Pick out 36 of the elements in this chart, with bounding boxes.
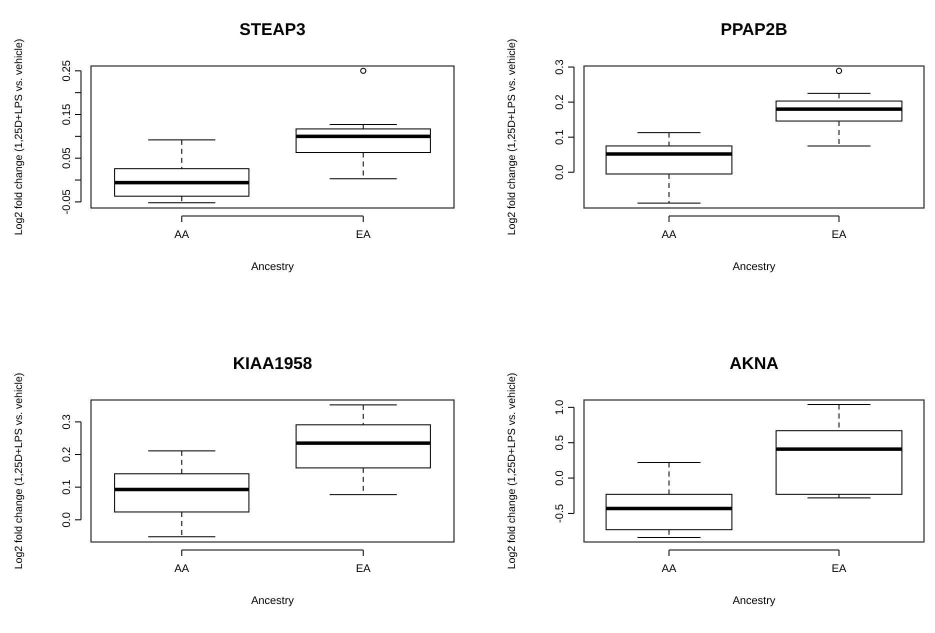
x-axis-title: Ancestry — [732, 261, 776, 273]
x-tick-label: AA — [174, 229, 190, 241]
y-tick-label: 0.25 — [61, 60, 73, 82]
x-axis-title: Ancestry — [732, 595, 776, 607]
x-tick-label: EA — [356, 563, 372, 575]
y-tick-label: 0.15 — [61, 104, 73, 126]
y-tick-label: 0.05 — [61, 147, 73, 169]
y-tick-label: -0.05 — [61, 189, 73, 214]
y-tick-label: 0.2 — [61, 446, 73, 462]
y-axis-title: Log2 fold change (1,25D+LPS vs. vehicle) — [506, 38, 518, 236]
y-tick-label: 0.1 — [554, 130, 566, 145]
chart-title: STEAP3 — [239, 20, 306, 39]
y-axis-title: Log2 fold change (1,25D+LPS vs. vehicle) — [506, 372, 518, 570]
y-tick-label: 0.0 — [61, 512, 73, 528]
y-tick-label: 0.2 — [554, 94, 566, 110]
y-tick-label: -0.5 — [554, 504, 566, 523]
chart-title: KIAA1958 — [232, 354, 312, 373]
y-tick-label: 0.3 — [554, 59, 566, 75]
x-tick-label: EA — [832, 229, 847, 241]
x-tick-label: AA — [662, 563, 677, 575]
y-tick-label: 0.5 — [554, 435, 566, 450]
y-tick-label: 1.0 — [554, 400, 566, 416]
y-axis-title: Log2 fold change (1,25D+LPS vs. vehicle) — [13, 38, 25, 236]
x-axis-title: Ancestry — [251, 261, 294, 273]
x-tick-label: AA — [662, 229, 677, 241]
x-tick-label: EA — [356, 229, 372, 241]
y-axis-title: Log2 fold change (1,25D+LPS vs. vehicle) — [13, 372, 25, 570]
y-tick-label: 0.1 — [61, 480, 73, 495]
x-axis-title: Ancestry — [251, 595, 294, 607]
y-tick-label: 0.0 — [554, 470, 566, 486]
x-tick-label: AA — [174, 563, 190, 575]
y-tick-label: 0.0 — [554, 164, 566, 180]
x-tick-label: EA — [832, 563, 847, 575]
y-tick-label: 0.3 — [61, 414, 73, 430]
chart-title: PPAP2B — [720, 20, 788, 39]
chart-title: AKNA — [729, 354, 779, 373]
